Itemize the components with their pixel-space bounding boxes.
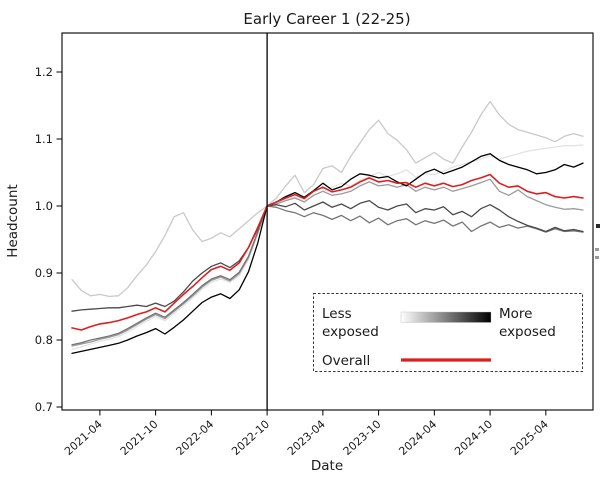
y-tick-label: 0.9 <box>35 266 53 280</box>
y-axis-label: Headcount <box>5 184 21 257</box>
y-tick-label: 1.1 <box>35 132 53 146</box>
legend-more-label-line1: More <box>499 306 532 322</box>
x-tick-label: 2021-10 <box>118 418 161 458</box>
series-line-exposure_group_4 <box>71 205 584 346</box>
data-series-lines <box>71 100 584 355</box>
chart-title: Early Career 1 (22-25) <box>243 10 410 28</box>
y-tick-label: 0.7 <box>35 400 53 414</box>
x-tick-label: 2024-04 <box>396 418 439 458</box>
series-line-exposure_group_3 <box>71 178 584 347</box>
y-tick-label: 0.8 <box>35 333 53 347</box>
x-tick-label: 2024-10 <box>452 418 495 458</box>
x-tick-label: 2021-04 <box>62 418 105 458</box>
y-axis-ticks: 0.7 0.8 0.9 1.0 1.1 1.2 <box>35 65 62 414</box>
legend-more-label-line2: exposed <box>499 324 556 340</box>
y-tick-label: 1.2 <box>35 65 53 79</box>
x-tick-label: 2025-04 <box>508 418 551 458</box>
x-tick-label: 2022-10 <box>229 418 272 458</box>
series-line-exposure_group_5 <box>71 199 584 312</box>
series-line-exposure_group_2 <box>71 100 584 298</box>
x-tick-label: 2022-04 <box>174 418 217 458</box>
x-axis-ticks: 2021-04 2021-10 2022-04 2022-10 2023-04 2023-… <box>62 410 551 458</box>
series-line-overall <box>71 173 584 331</box>
legend: Less exposed More exposed Overall <box>313 293 583 372</box>
legend-less-label-line2: exposed <box>322 324 379 340</box>
plot-frame <box>61 32 594 411</box>
x-axis-label: Date <box>311 458 343 474</box>
series-line-exposure_group_6_most_exposed <box>71 153 584 355</box>
legend-less-label-line1: Less <box>322 306 352 322</box>
x-tick-label: 2023-04 <box>285 418 328 458</box>
legend-exposure-gradient-bar <box>400 311 492 323</box>
x-tick-label: 2023-10 <box>341 418 384 458</box>
y-tick-label: 1.0 <box>35 199 53 213</box>
adjacent-panel-clipped-marks <box>595 224 600 259</box>
legend-overall-label: Overall <box>322 353 370 369</box>
